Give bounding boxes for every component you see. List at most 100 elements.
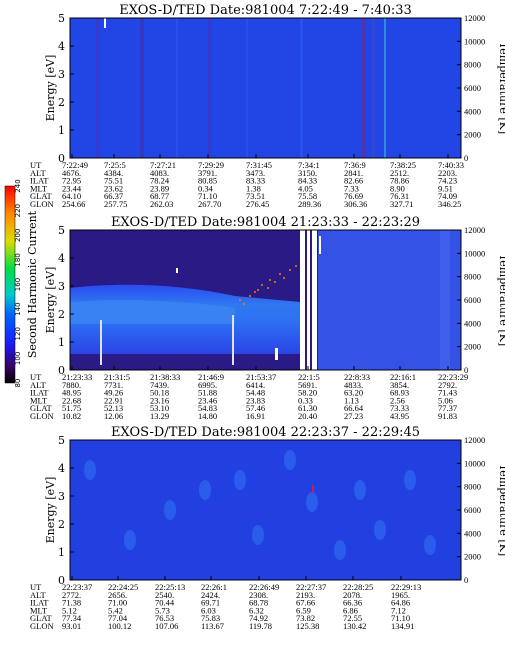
table-cell: 257.75 [104,199,127,209]
hot-pixel [243,303,245,305]
table-cell: 22:25:13 [155,582,185,592]
row-label: ILAT [30,176,49,186]
table-cell: 66.64 [344,403,364,413]
colorbar-tick-label: 80 [14,379,22,388]
table-cell: 73.82 [296,613,315,623]
spectrogram-patch [84,460,96,480]
table-cell: 52.13 [104,403,123,413]
table-cell: 7:40:33 [438,160,464,170]
table-cell: 107.06 [155,621,178,631]
table-cell: 72.95 [62,176,81,186]
table-cell: 66.36 [343,598,362,608]
table-cell: 77.04 [108,613,128,623]
spectrogram-region [318,230,461,370]
colorbar-tick-label: 140 [14,302,22,315]
table-cell: 5.06 [438,395,453,405]
table-cell: 276.45 [246,199,269,209]
table-cell: 267.70 [198,199,221,209]
hot-pixel [283,277,285,279]
table-cell: 6414. [246,380,265,390]
table-cell: 7439. [150,380,169,390]
table-cell: 76.69 [344,191,363,201]
spectrogram-stripe [140,18,144,158]
table-cell: 2193. [296,590,315,600]
table-cell: 21:38:33 [150,372,180,382]
table-cell: 1.38 [246,183,261,193]
table-cell: 130.42 [343,621,366,631]
table-cell: 69.71 [201,598,220,608]
table-cell: 119.78 [249,621,272,631]
data-gap [275,348,278,360]
row-label: MLT [30,395,48,405]
table-cell: 2656. [108,590,127,600]
table-cell: 71.10 [198,191,217,201]
hot-pixel [312,485,314,493]
table-cell: 75.51 [104,176,123,186]
table-cell: 22:26:49 [249,582,279,592]
row-label: UT [30,582,42,592]
y-tick-label: 2 [58,308,65,321]
table-cell: 21:31:5 [104,372,130,382]
spectrogram-stripe [440,230,450,370]
spectrogram-patch [284,450,296,470]
data-gap [319,236,321,254]
spectrogram-patch [164,500,176,520]
row-label: GLON [30,621,54,631]
colorbar-tick-label: 100 [14,352,22,365]
table-cell: 23.46 [198,395,217,405]
chart-panel-1: EXOS-D/TED Date:981004 7:22:49 - 7:40:33… [30,3,505,209]
spectrogram-patch [424,535,436,555]
y2-tick-label: 2000 [464,342,481,352]
table-cell: 254.66 [62,199,85,209]
table-cell: 7:29:29 [198,160,224,170]
colorbar-gradient [5,186,15,383]
y2-tick-label: 10000 [464,458,485,468]
hot-pixel [295,265,297,267]
y2-tick-label: 6000 [464,505,481,515]
table-cell: 7:27:21 [150,160,176,170]
y-tick-label: 1 [58,546,65,559]
table-cell: 22:23:29 [438,372,468,382]
row-label: MLT [30,605,48,615]
table-cell: 1965. [391,590,410,600]
y-tick-label: 4 [58,462,65,475]
spectrogram-stripe [96,18,99,158]
spectrogram-patch [124,530,136,550]
spectrogram-patch [404,470,416,490]
table-cell: 2308. [249,590,268,600]
row-label: ILAT [30,598,49,608]
panel-title: EXOS-D/TED Date:981004 22:23:37 - 22:29:… [111,425,420,440]
y2-tick-label: 10000 [464,36,485,46]
y2-tick-label: 2000 [464,552,481,562]
table-cell: 7.12 [391,605,406,615]
table-cell: 78.86 [390,176,409,186]
y-tick-label: 4 [58,40,65,53]
table-cell: 113.67 [201,621,224,631]
table-cell: 0.34 [198,183,214,193]
table-cell: 3150. [298,168,317,178]
data-gap [176,268,178,273]
spectrogram-stripe [300,18,303,158]
y-tick-label: 5 [58,434,65,447]
y-axis-label: Energy [eV] [44,55,57,122]
table-cell: 75.58 [298,191,317,201]
table-cell: 23.89 [150,183,169,193]
y2-tick-label: 4000 [464,318,481,328]
panel-title: EXOS-D/TED Date:981004 21:23:33 - 22:23:… [111,215,420,230]
y2-tick-label: 12000 [464,435,485,445]
table-cell: 77.37 [438,403,457,413]
table-cell: 27.23 [344,411,363,421]
table-cell: 8.90 [390,183,405,193]
table-cell: 78.24 [150,176,170,186]
table-cell: 2078. [343,590,362,600]
data-gap [104,18,106,28]
table-cell: 54.83 [198,403,217,413]
table-cell: 63.20 [344,388,363,398]
table-cell: 5691. [298,380,317,390]
table-cell: 57.46 [246,403,265,413]
table-cell: 51.75 [62,403,81,413]
data-gap [300,230,305,370]
table-cell: 289.36 [298,199,321,209]
spectrogram-stripe [384,18,386,158]
